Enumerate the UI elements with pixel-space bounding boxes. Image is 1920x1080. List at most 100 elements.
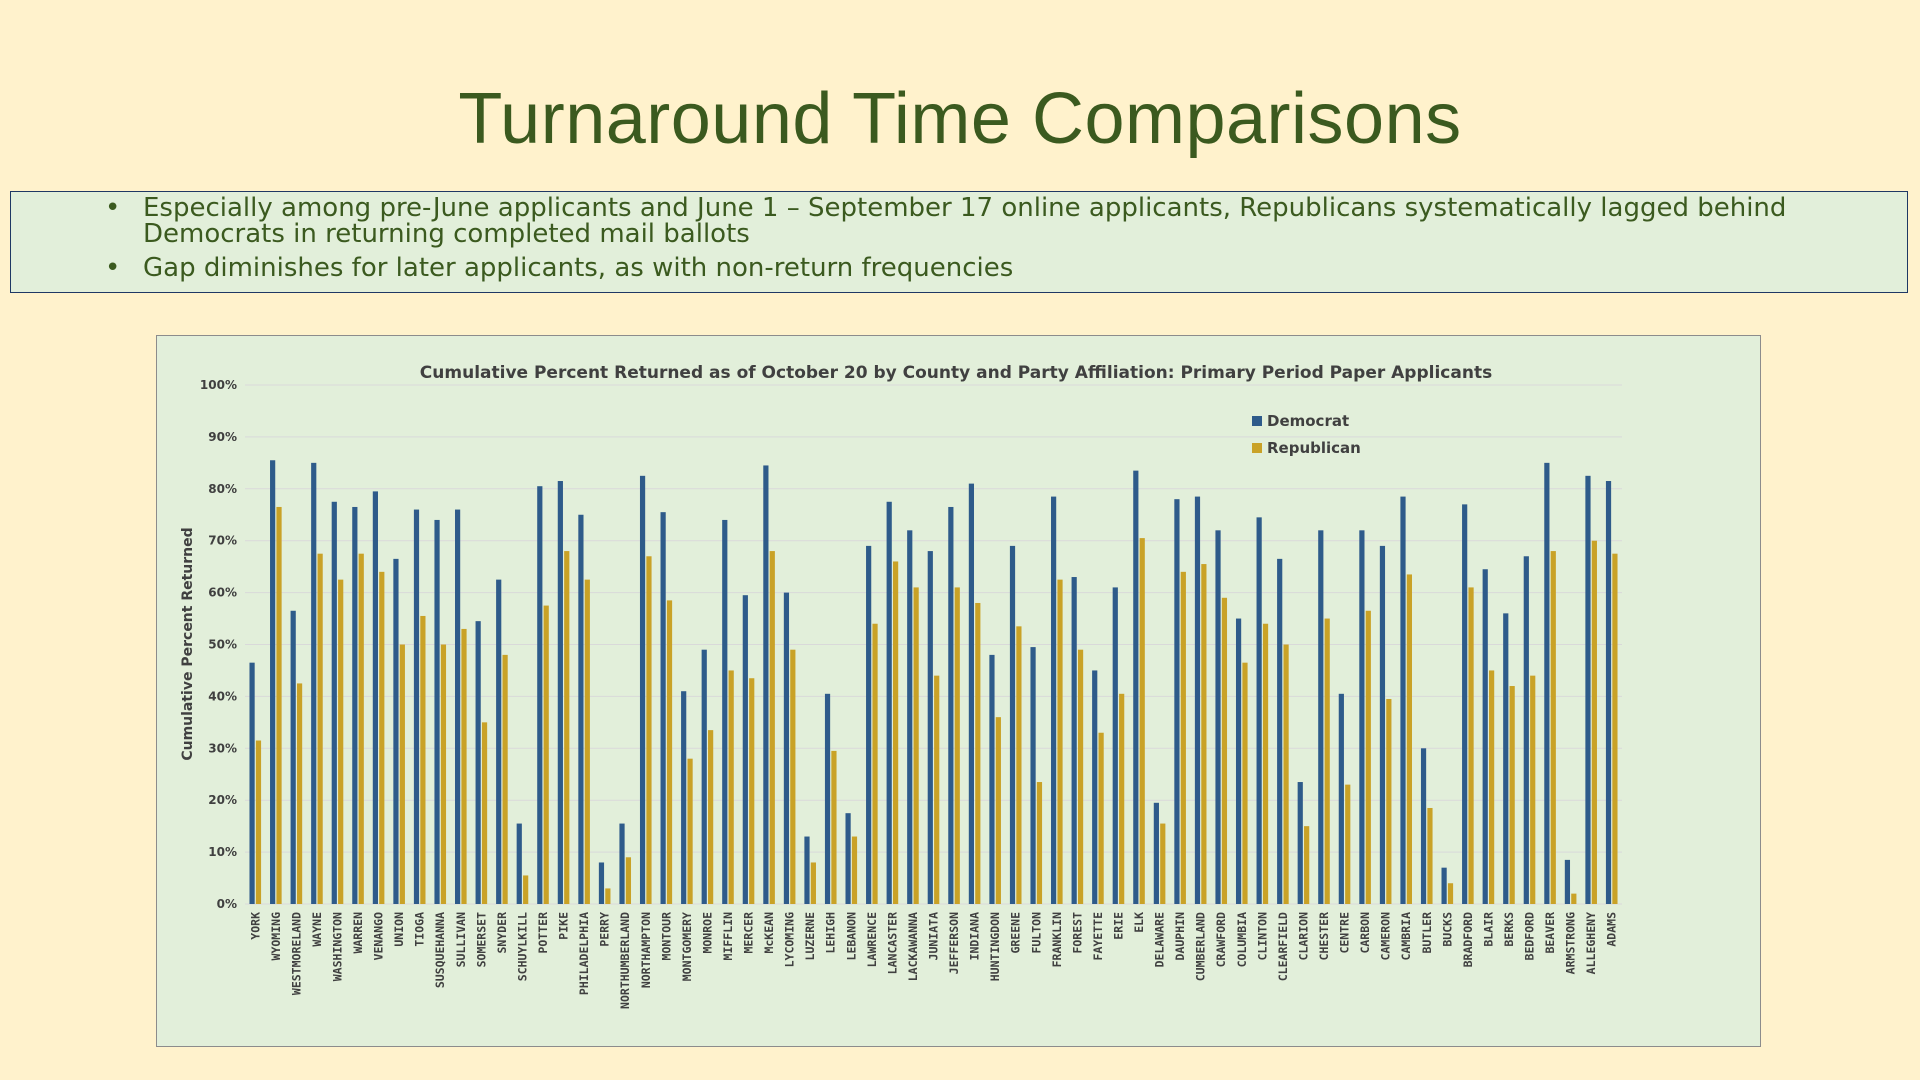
bar-republican [358, 553, 364, 904]
x-category-label: CLARION [1296, 912, 1310, 961]
bar-republican [1180, 571, 1186, 904]
bar-republican [851, 836, 858, 904]
x-category-label: WESTMORELAND [289, 912, 303, 995]
bar-democrat [886, 501, 892, 904]
bar-democrat [1133, 470, 1139, 904]
bar-republican [1098, 732, 1104, 904]
x-category-label: WYOMING [269, 912, 283, 961]
bar-democrat [1318, 530, 1324, 904]
x-category-label: SULLIVAN [454, 912, 468, 967]
bar-republican [954, 587, 960, 904]
bar-republican [543, 605, 549, 904]
x-category-label: WASHINGTON [330, 912, 344, 981]
bar-republican [995, 717, 1001, 904]
bar-democrat [1277, 558, 1283, 904]
bar-republican [1077, 649, 1084, 904]
bar-republican [481, 722, 488, 904]
bar-democrat [866, 545, 872, 904]
x-category-label: ARMSTRONG [1564, 912, 1578, 974]
x-category-label: UNION [392, 912, 406, 947]
slide-title: Turnaround Time Comparisons [458, 79, 1462, 159]
x-category-label: PIKE [557, 912, 571, 940]
bar-republican [440, 644, 447, 904]
bar-republican [790, 649, 796, 904]
bar-republican [379, 571, 385, 904]
bar-republican [1509, 686, 1515, 904]
bar-democrat [783, 592, 790, 904]
legend-label: Democrat [1267, 412, 1349, 430]
bar-democrat [1030, 647, 1036, 904]
bar-democrat [496, 579, 502, 904]
bar-republican [1262, 623, 1269, 904]
y-tick-label: 40% [208, 689, 237, 703]
legend: Democrat Republican [1252, 412, 1361, 457]
bar-republican [1489, 670, 1495, 904]
bar-republican [810, 862, 816, 904]
x-category-label: LAWRENCE [865, 912, 879, 967]
bar-democrat [1297, 782, 1303, 904]
x-category-label: SCHUYLKILL [515, 912, 529, 981]
bar-republican [1591, 540, 1597, 904]
y-axis-ticks: 0% 10% 20% 30% 40% 50% 60% 70% 80% 90% 100% [200, 378, 237, 911]
bar-democrat [804, 836, 810, 904]
bar-democrat [1400, 496, 1406, 904]
x-category-label: MERCER [742, 912, 756, 954]
bar-democrat [927, 551, 933, 904]
bar-republican [399, 644, 405, 904]
x-category-label: ELK [1132, 912, 1146, 933]
x-category-label: ALLEGHENY [1584, 912, 1598, 974]
bar-democrat [1174, 499, 1180, 904]
x-category-label: BRADFORD [1461, 912, 1475, 967]
y-tick-label: 30% [208, 741, 237, 755]
bar-democrat [1379, 545, 1386, 904]
x-category-label: CAMBRIA [1399, 912, 1413, 961]
bar-democrat [948, 506, 954, 904]
bar-republican [646, 556, 652, 904]
bar-republican [1571, 893, 1577, 904]
bar-republican [1201, 564, 1207, 904]
x-category-label: LACKAWANNA [906, 912, 920, 981]
bar-republican [975, 602, 981, 904]
bar-republican [1345, 784, 1351, 904]
y-tick-label: 10% [208, 845, 237, 859]
x-category-label: SUSQUEHANNA [433, 912, 447, 988]
y-tick-label: 50% [208, 638, 237, 652]
y-axis-label: Cumulative Percent Returned [180, 527, 196, 760]
bar-republican [1016, 626, 1022, 904]
bar-democrat [352, 506, 358, 904]
x-category-label: WARREN [351, 912, 365, 954]
x-category-label: CLINTON [1255, 912, 1269, 961]
x-category-label: CUMBERLAND [1194, 912, 1208, 981]
bar-democrat [742, 595, 748, 904]
bar-democrat [968, 483, 975, 904]
bar-democrat [1523, 556, 1529, 904]
x-category-label: TIOGA [413, 912, 427, 947]
bar-democrat [1092, 670, 1098, 904]
bar-democrat [1215, 530, 1221, 904]
x-category-label: MONTOUR [659, 912, 673, 961]
bar-republican [1283, 644, 1289, 904]
bar-democrat [249, 662, 255, 904]
legend-label: Republican [1267, 439, 1361, 457]
bullet-list: Especially among pre-June applicants and… [97, 195, 1887, 289]
bar-democrat [1585, 475, 1591, 904]
x-category-label: ERIE [1111, 912, 1125, 940]
x-category-label: POTTER [536, 912, 550, 954]
bar-democrat [1256, 517, 1262, 904]
bar-republican [255, 740, 262, 904]
bar-democrat [516, 823, 522, 904]
bar-republican [1160, 823, 1166, 904]
bar-democrat [1071, 577, 1077, 904]
bar-democrat [1564, 859, 1571, 904]
x-category-label: MIFFLIN [721, 912, 735, 961]
x-category-label: YORK [248, 912, 262, 940]
y-tick-label: 80% [208, 482, 237, 496]
bar-democrat [1544, 462, 1550, 904]
bar-democrat [1462, 504, 1468, 904]
x-category-label: BUCKS [1440, 912, 1454, 947]
x-category-label: NORTHUMBERLAND [618, 912, 632, 1009]
x-category-label: CHESTER [1317, 912, 1331, 961]
bar-democrat [290, 610, 296, 904]
bar-republican [1386, 698, 1392, 904]
x-category-label: BUTLER [1420, 912, 1434, 954]
